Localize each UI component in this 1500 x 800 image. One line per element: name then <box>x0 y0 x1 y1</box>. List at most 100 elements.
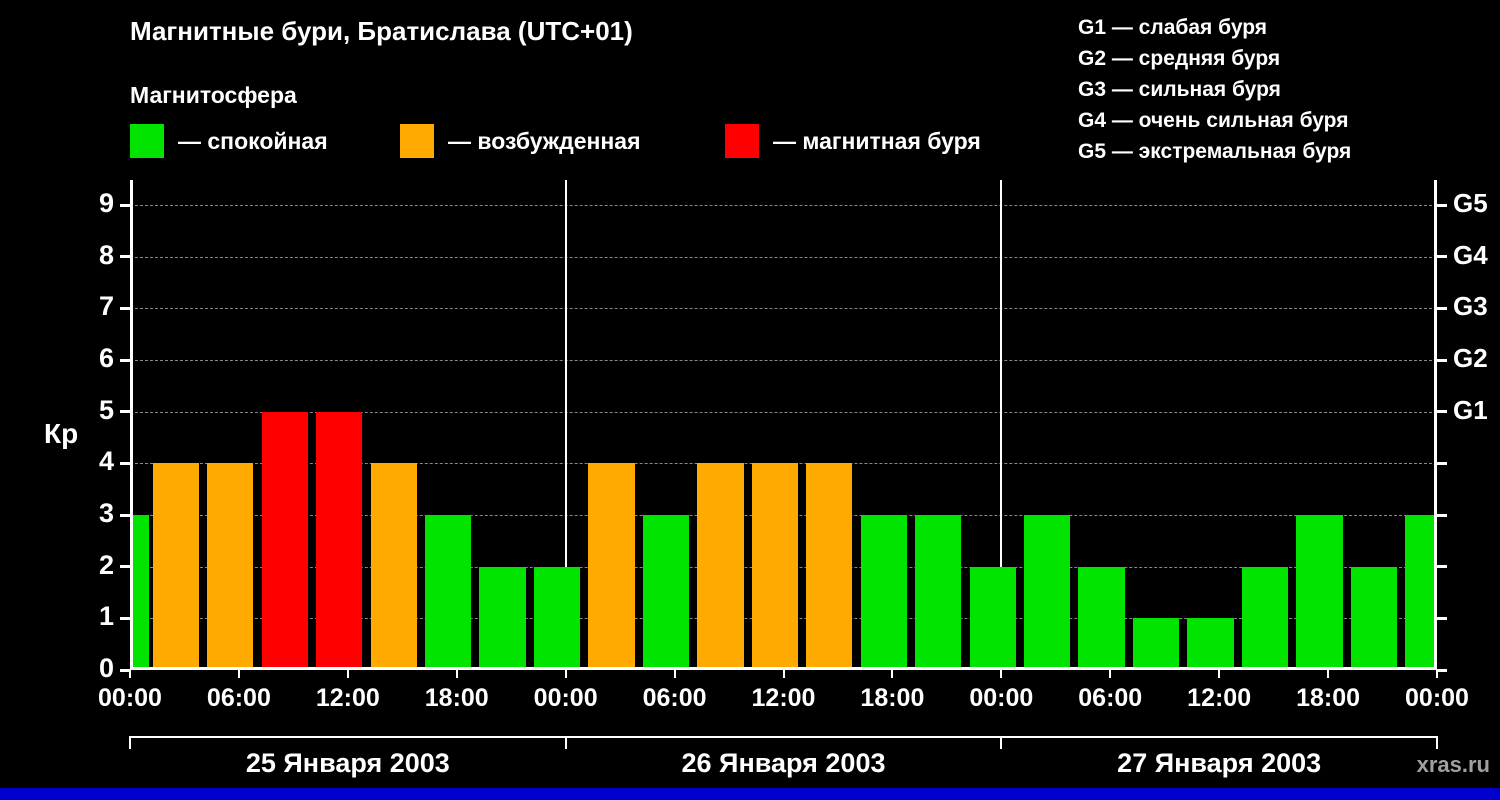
y-tick-label: 2 <box>98 549 114 580</box>
legend-label-disturbed: — возбужденная <box>448 127 641 154</box>
storm-scale-legend: G1 — слабая буря G2 — средняя буря G3 — … <box>1078 12 1351 167</box>
x-tick-label: 18:00 <box>1296 684 1361 712</box>
y-axis-tick-right <box>1437 255 1447 259</box>
y-axis-tick-right <box>1437 565 1447 569</box>
x-axis-tick <box>237 670 240 678</box>
x-tick-label: 00:00 <box>98 684 162 712</box>
day-label: 26 Января 2003 <box>681 748 886 778</box>
y-axis-tick-right <box>1437 203 1447 207</box>
y-tick-label: 9 <box>98 188 114 218</box>
x-axis-tick <box>564 670 567 678</box>
y-tick-label: 1 <box>98 601 114 632</box>
y-axis-tick <box>120 203 130 207</box>
x-tick-label: 18:00 <box>424 684 489 712</box>
x-tick-label: 12:00 <box>751 684 816 712</box>
y-tick-label: 8 <box>98 239 114 270</box>
kp-bar <box>751 463 798 670</box>
y-axis-tick-right <box>1437 358 1447 362</box>
day-range-tick <box>564 736 567 749</box>
day-range-line <box>130 736 1437 738</box>
legend-swatch-storm <box>725 124 759 158</box>
y-axis-tick-right <box>1437 306 1447 310</box>
x-axis-tick <box>1218 670 1221 678</box>
legend-swatch-disturbed <box>400 124 434 158</box>
kp-bar <box>915 515 962 670</box>
y-axis-tick <box>120 255 130 259</box>
day-separator-line <box>564 180 567 670</box>
gridline <box>130 205 1437 206</box>
right-axis-label: G4 <box>1453 239 1488 270</box>
y-axis-tick-right <box>1437 513 1447 517</box>
axis-right <box>1434 180 1437 670</box>
y-axis-tick <box>120 565 130 569</box>
y-tick-label: 6 <box>98 343 114 373</box>
kp-bar <box>806 463 853 670</box>
x-axis-tick <box>1109 670 1112 678</box>
magnetosphere-label: Магнитосфера <box>130 82 297 108</box>
kp-bar <box>207 463 254 670</box>
kp-bar <box>1187 618 1234 670</box>
kp-bar <box>1241 566 1289 670</box>
gridline <box>130 411 1437 413</box>
day-separator-line <box>1000 180 1003 670</box>
right-axis-label: G3 <box>1453 291 1488 322</box>
x-axis-tick <box>1436 670 1438 678</box>
kp-bar <box>969 566 1016 670</box>
x-axis-tick <box>673 670 676 678</box>
right-axis-label: G1 <box>1453 394 1488 425</box>
right-axis-label: G5 <box>1453 188 1488 218</box>
y-axis-tick-right <box>1437 461 1447 465</box>
x-tick-label: 06:00 <box>642 684 707 712</box>
y-tick-label: 0 <box>98 653 114 683</box>
x-tick-label: 06:00 <box>1078 684 1143 712</box>
y-tick-label: 3 <box>98 498 114 528</box>
x-tick-label: 00:00 <box>533 684 598 712</box>
gridline <box>130 256 1437 258</box>
x-axis-tick <box>782 670 785 678</box>
storm-scale-g4: G4 — очень сильная буря <box>1078 109 1349 132</box>
footer-strip <box>0 788 1500 800</box>
y-tick-label: 5 <box>98 394 114 425</box>
x-axis-tick <box>891 670 894 678</box>
kp-bar <box>860 515 907 670</box>
x-axis-tick <box>1000 670 1003 678</box>
kp-bar <box>316 411 363 670</box>
y-axis-tick <box>120 461 130 465</box>
storm-scale-g5: G5 — экстремальная буря <box>1078 140 1352 163</box>
y-axis-tick <box>120 668 130 672</box>
kp-bar <box>370 463 417 670</box>
plot-area: 0 1 2 3 4 5 6 7 8 9 G1 G2 G3 G4 G5 00:00 06:00 12:00 18:00… <box>98 180 1488 778</box>
kp-bar <box>533 566 581 670</box>
y-axis-title: Кр <box>44 418 79 449</box>
kp-bar <box>697 463 744 670</box>
day-range-tick <box>1000 736 1003 749</box>
x-tick-label: 00:00 <box>1405 684 1469 712</box>
axis-bottom <box>130 667 1437 670</box>
x-tick-label: 12:00 <box>1187 684 1252 712</box>
y-axis-tick <box>120 616 130 620</box>
kp-bar <box>424 515 472 670</box>
legend-swatch-quiet <box>130 124 164 158</box>
page-title: Магнитные бури, Братислава (UTC+01) <box>130 16 633 46</box>
storm-scale-g2: G2 — средняя буря <box>1078 47 1281 70</box>
x-tick-label: 06:00 <box>206 684 271 712</box>
y-axis-tick-right <box>1437 410 1447 414</box>
day-range-tick <box>1436 736 1438 749</box>
y-axis-tick-right <box>1437 668 1447 672</box>
y-axis-tick <box>120 513 130 517</box>
x-tick-label: 12:00 <box>315 684 380 712</box>
legend-item-storm: — магнитная буря <box>725 124 981 158</box>
storm-scale-g1: G1 — слабая буря <box>1078 16 1268 39</box>
legend-item-quiet: — спокойная <box>130 124 328 158</box>
right-axis-label: G2 <box>1453 343 1488 373</box>
y-axis-tick <box>120 410 130 414</box>
x-axis-tick <box>129 670 131 678</box>
day-label: 25 Января 2003 <box>245 748 450 778</box>
y-axis-tick-right <box>1437 616 1447 620</box>
kp-bar <box>1078 566 1125 670</box>
day-label: 27 Января 2003 <box>1117 748 1322 778</box>
x-axis-tick <box>455 670 458 678</box>
y-axis-tick <box>120 358 130 362</box>
gridline <box>130 308 1437 310</box>
kp-bar <box>1296 515 1343 670</box>
